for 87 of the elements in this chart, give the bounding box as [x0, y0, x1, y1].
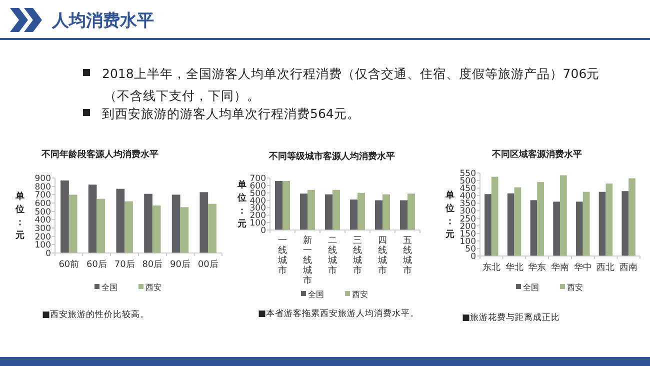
- bar: [382, 194, 390, 230]
- bar: [358, 192, 365, 230]
- bar: [514, 187, 522, 256]
- x-tick-label: 二线城市: [327, 236, 337, 276]
- bar: [96, 198, 106, 253]
- chart-title: 不同区域客源消费水平: [491, 149, 582, 160]
- x-tick-label: 00后: [198, 259, 218, 270]
- x-tick-label: 新一线城市: [302, 235, 312, 286]
- x-tick-label: 90后: [170, 259, 190, 270]
- text: ■旅游花费与距离成正比: [462, 312, 560, 323]
- text: ■本省游客拖累西安旅游人均消费水平。: [258, 308, 420, 319]
- legend-label: 全国: [523, 283, 539, 292]
- legend-label: 西安: [567, 283, 583, 292]
- bar: [598, 192, 606, 256]
- bar: [172, 194, 180, 253]
- bar: [576, 202, 583, 256]
- x-tick-label: 60后: [86, 259, 107, 270]
- x-tick-label: 华东: [528, 262, 546, 273]
- y-tick-label: 300: [34, 224, 51, 234]
- bar: [628, 178, 636, 256]
- bar: [200, 192, 208, 253]
- bar: [325, 194, 332, 230]
- bar: [622, 191, 629, 256]
- x-tick-label: 西南: [620, 262, 638, 273]
- bar: [152, 206, 161, 253]
- bar: [484, 194, 492, 256]
- bar: [124, 201, 133, 253]
- y-tick-label: 800: [34, 182, 51, 192]
- legend-label: 西安: [146, 283, 162, 292]
- x-tick-label: 80后: [142, 259, 163, 270]
- y-tick-label: 100: [34, 240, 51, 251]
- bar: [606, 184, 613, 256]
- text: 到西安旅游的游客人均单次行程消费564元。: [102, 106, 360, 121]
- text: 2018上半年，全国游客人均单次行程消费（仅含交通、住宿、度假等旅游产品）706元（不含线下支付，下同）。: [102, 66, 600, 103]
- y-tick-label: 0: [46, 249, 51, 259]
- bar: [491, 176, 498, 256]
- y-tick-label: 400: [34, 216, 51, 226]
- y-tick-label: 700: [34, 190, 51, 201]
- x-tick-label: 华北: [505, 262, 524, 273]
- chart-title: 不同年龄段客源人均消费水平: [40, 149, 158, 160]
- x-tick-label: 五线城市: [402, 236, 412, 276]
- bar: [537, 182, 544, 256]
- y-axis-title: 单位：元: [236, 180, 246, 230]
- bar: [553, 202, 560, 256]
- x-tick-label: 60前: [58, 259, 80, 270]
- bar: [68, 194, 78, 253]
- bar: [332, 190, 340, 230]
- text: 人均消费水平: [51, 11, 154, 31]
- bar: [180, 207, 189, 253]
- bar: [88, 184, 97, 253]
- x-tick-label: 四线城市: [377, 236, 387, 276]
- y-tick-label: 500: [34, 207, 51, 218]
- bar: [530, 200, 538, 256]
- bar: [60, 180, 69, 253]
- y-tick-label: 0: [260, 226, 266, 236]
- y-tick-label: 200: [34, 232, 51, 242]
- y-tick-label: 0: [470, 252, 476, 262]
- y-axis-title: 单位：元: [444, 190, 454, 240]
- bar: [350, 200, 358, 230]
- x-tick-label: 一线城市: [277, 236, 287, 276]
- x-tick-label: 华南: [551, 262, 569, 273]
- legend-label: 全国: [308, 290, 324, 299]
- x-tick-label: 70后: [114, 259, 135, 270]
- bar: [300, 194, 308, 230]
- bar: [282, 180, 290, 230]
- chart-title: 不同等级城市客源人均消费水平: [268, 151, 395, 162]
- bar: [400, 200, 408, 230]
- bar: [560, 175, 567, 256]
- legend-label: 全国: [102, 283, 118, 292]
- x-tick-label: 华中: [574, 262, 592, 273]
- x-tick-label: 三线城市: [352, 236, 362, 276]
- bar: [582, 192, 590, 256]
- x-tick-label: 西北: [596, 262, 615, 273]
- bar: [408, 194, 415, 230]
- bar: [308, 190, 315, 230]
- bar: [208, 204, 216, 253]
- bar: [275, 180, 282, 230]
- bar: [144, 194, 152, 253]
- legend-label: 西安: [352, 290, 368, 299]
- bar: [375, 200, 382, 230]
- bar: [116, 188, 125, 253]
- y-tick-label: 900: [34, 174, 51, 184]
- text: ■西安旅游的性价比较高。: [42, 309, 150, 320]
- x-tick-label: 东北: [482, 262, 500, 273]
- y-tick-label: 600: [34, 199, 51, 209]
- bar: [507, 193, 514, 256]
- y-axis-title: 单位：元: [14, 191, 24, 241]
